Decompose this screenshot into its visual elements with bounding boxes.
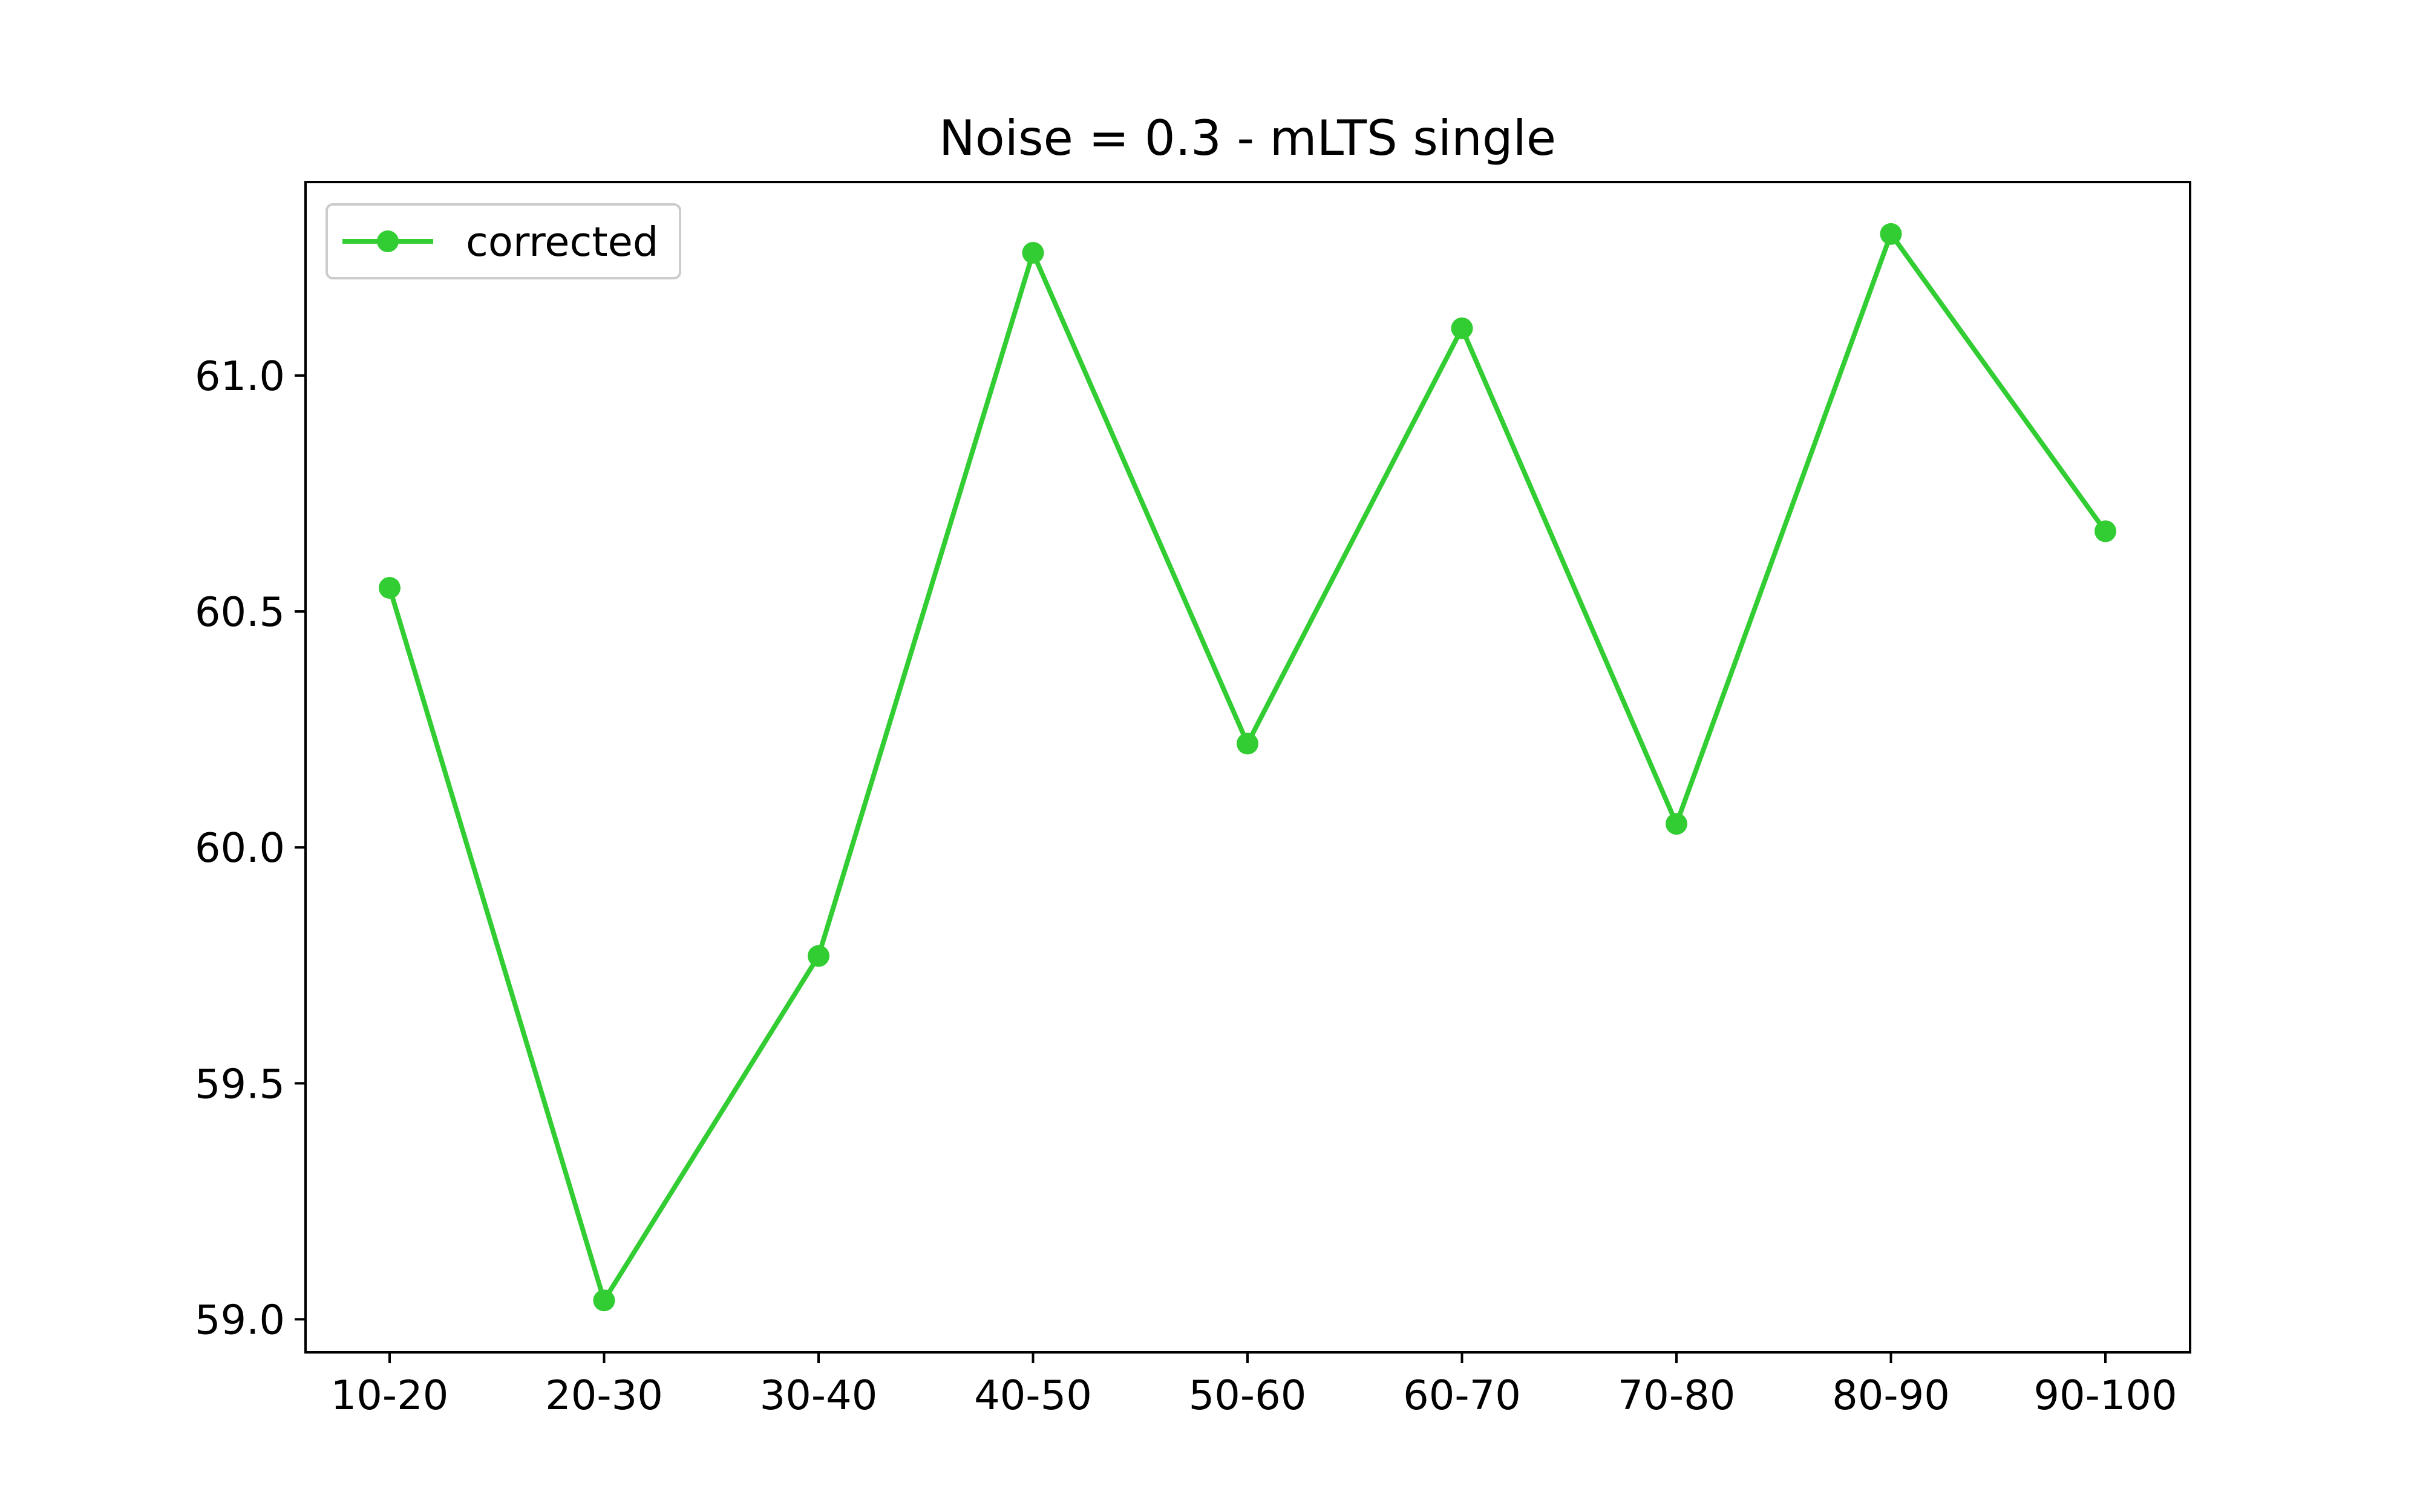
data-point <box>1666 813 1687 835</box>
x-tick-label: 40-50 <box>974 1372 1092 1419</box>
chart-title: Noise = 0.3 - mLTS single <box>939 110 1556 166</box>
data-point <box>1237 732 1258 755</box>
data-point <box>593 1289 615 1312</box>
legend-box <box>325 203 681 279</box>
data-point <box>1880 223 1902 245</box>
x-tick-label: 70-80 <box>1618 1372 1736 1419</box>
series-layer <box>379 223 2116 1312</box>
x-tick-label: 50-60 <box>1189 1372 1307 1419</box>
y-tick-label: 60.0 <box>195 824 285 872</box>
y-tick-label: 60.5 <box>195 588 285 636</box>
x-tick-label: 10-20 <box>331 1372 449 1419</box>
data-point <box>2095 520 2116 543</box>
x-axis: 10-20 20-30 30-40 40-50 50-60 60-70 70-80 80-90… <box>331 1352 2177 1419</box>
x-tick-label: 80-90 <box>1832 1372 1950 1419</box>
plot-frame <box>304 181 2191 1354</box>
y-axis: 59.0 59.5 60.0 60.5 61.0 <box>195 353 306 1343</box>
data-point <box>379 577 401 599</box>
x-tick-label: 60-70 <box>1403 1372 1521 1419</box>
data-point <box>808 945 829 967</box>
legend: corrected <box>325 203 681 279</box>
y-tick-label: 59.0 <box>195 1296 285 1343</box>
x-tick-label: 90-100 <box>2033 1372 2177 1419</box>
x-tick-label: 30-40 <box>760 1372 878 1419</box>
data-point <box>1451 317 1473 339</box>
y-tick-label: 59.5 <box>195 1060 285 1107</box>
y-tick-label: 61.0 <box>195 353 285 400</box>
x-tick-label: 20-30 <box>545 1372 663 1419</box>
legend-marker <box>377 230 399 252</box>
legend-label: corrected <box>466 218 658 266</box>
data-point <box>1022 242 1044 264</box>
